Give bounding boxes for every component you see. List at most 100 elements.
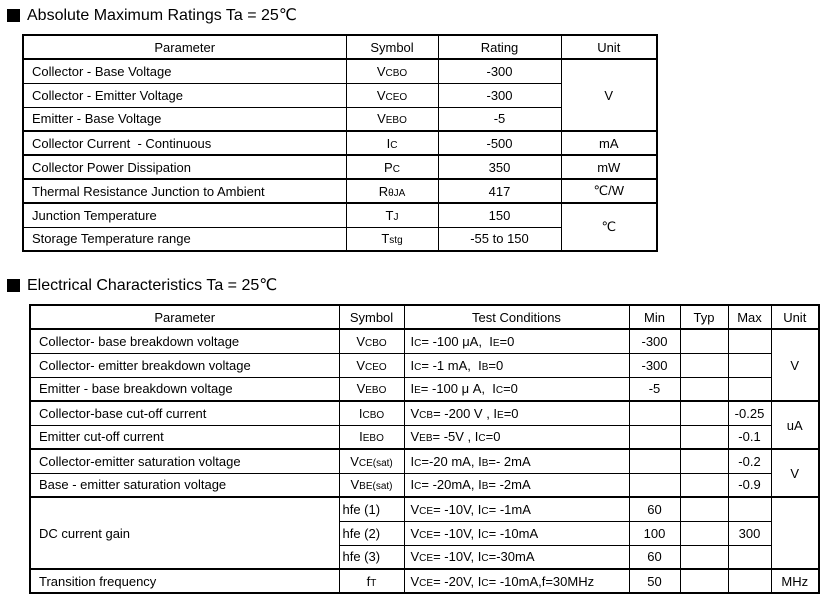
square-bullet-icon [7, 8, 20, 22]
test-conditions-cell: IC=-20 mA, IB=- 2mA [403, 448, 630, 474]
rating-cell: -5 [437, 106, 562, 132]
table-row: Collector- emitter breakdown voltage VCE… [29, 352, 819, 378]
parameter-cell: Emitter - Base Voltage [22, 106, 347, 132]
min-cell: -300 [628, 328, 681, 354]
test-conditions-cell: IC= -100 μA, IE=0 [403, 328, 630, 354]
column-header-symbol: Symbol [338, 304, 405, 330]
parameter-cell: Collector- emitter breakdown voltage [29, 352, 340, 378]
section-header-absolute-maximum-ratings: Absolute Maximum Ratings Ta = 25℃ [7, 5, 822, 25]
max-cell: 300 [727, 520, 772, 546]
max-cell: -0.9 [727, 472, 772, 498]
parameter-cell: Collector-base cut-off current [29, 400, 340, 426]
parameter-cell: Emitter - base breakdown voltage [29, 376, 340, 402]
symbol-cell: VCBO [338, 328, 405, 354]
symbol-cell: VEBO [345, 106, 439, 132]
test-conditions-cell: VCE= -20V, IC= -10mA,f=30MHz [403, 568, 630, 594]
column-header-symbol: Symbol [345, 34, 439, 60]
parameter-cell: Collector Current - Continuous [22, 130, 347, 156]
symbol-cell: VCBO [345, 58, 439, 84]
section-header-electrical-characteristics: Electrical Characteristics Ta = 25℃ [7, 275, 822, 295]
symbol-cell: hfe (3) [338, 544, 405, 570]
rating-cell: -55 to 150 [437, 226, 562, 252]
min-cell: -5 [628, 376, 681, 402]
test-conditions-cell: IE= -100 μ A, IC=0 [403, 376, 630, 402]
electrical-characteristics-table: Parameter Symbol Test Conditions Min Typ… [29, 304, 820, 594]
rating-cell: 350 [437, 154, 562, 180]
table-row: Collector - Emitter Voltage VCEO -300 [22, 82, 657, 108]
parameter-cell: Junction Temperature [22, 202, 347, 228]
rating-cell: -500 [437, 130, 562, 156]
column-header-rating: Rating [437, 34, 562, 60]
symbol-cell: VBE(sat) [338, 472, 405, 498]
typ-cell [679, 496, 729, 522]
parameter-cell: Collector-emitter saturation voltage [29, 448, 340, 474]
max-cell [727, 376, 772, 402]
test-conditions-cell: VEB= -5V , IC=0 [403, 424, 630, 450]
unit-cell: V [560, 58, 658, 132]
symbol-cell: VCEO [345, 82, 439, 108]
table-row: Transition frequency fT VCE= -20V, IC= -… [29, 568, 820, 594]
typ-cell [679, 448, 729, 474]
unit-cell: MHz [770, 568, 820, 594]
column-header-min: Min [628, 304, 681, 330]
max-cell [727, 496, 772, 522]
rating-cell: -300 [437, 82, 562, 108]
table-row: Collector Power Dissipation PC 350 mW [22, 154, 658, 180]
test-conditions-cell: VCE= -10V, IC= -1mA [403, 496, 630, 522]
typ-cell [679, 424, 729, 450]
rating-cell: 417 [437, 178, 562, 204]
column-header-parameter: Parameter [22, 34, 347, 60]
parameter-cell: Collector Power Dissipation [22, 154, 347, 180]
rating-cell: 150 [437, 202, 562, 228]
min-cell: -300 [628, 352, 681, 378]
square-bullet-icon [7, 278, 20, 292]
test-conditions-cell: IC= -20mA, IB= -2mA [403, 472, 630, 498]
table-row: Collector- base breakdown voltage VCBO I… [29, 328, 820, 402]
table-header-row: Parameter Symbol Rating Unit [22, 34, 658, 60]
max-cell: -0.1 [727, 424, 772, 450]
parameter-cell: Thermal Resistance Junction to Ambient [22, 178, 347, 204]
column-header-typ: Typ [679, 304, 729, 330]
test-conditions-cell: VCE= -10V, IC=-30mA [403, 544, 630, 570]
typ-cell [679, 352, 729, 378]
test-conditions-cell: VCE= -10V, IC= -10mA [403, 520, 630, 546]
max-cell: -0.2 [727, 448, 772, 474]
typ-cell [679, 400, 729, 426]
symbol-cell: VEBO [338, 376, 405, 402]
table-row: Thermal Resistance Junction to Ambient R… [22, 178, 658, 204]
symbol-cell: ICBO [338, 400, 405, 426]
min-cell [628, 448, 681, 474]
unit-cell: V [770, 328, 820, 402]
parameter-cell: Collector- base breakdown voltage [29, 328, 340, 354]
parameter-cell: DC current gain [29, 496, 340, 570]
table-row: Emitter cut-off current IEBO VEB= -5V , … [29, 424, 819, 450]
symbol-cell: hfe (2) [338, 520, 405, 546]
symbol-cell: VCEO [338, 352, 405, 378]
table-row: hfe (2) VCE= -10V, IC= -10mA 100 300 [30, 520, 819, 546]
column-header-unit: Unit [770, 304, 820, 330]
table-row: DC current gain hfe (1) VCE= -10V, IC= -… [29, 496, 820, 570]
typ-cell [679, 568, 729, 594]
unit-cell: mA [560, 130, 658, 156]
table-row: Collector-emitter saturation voltage VCE… [29, 448, 820, 498]
table-row: Storage Temperature range Tstg -55 to 15… [22, 226, 657, 252]
typ-cell [679, 472, 729, 498]
table-row: Base - emitter saturation voltage VBE(sa… [29, 472, 819, 498]
max-cell [727, 352, 772, 378]
unit-cell: ℃/W [560, 178, 658, 204]
symbol-cell: Tstg [345, 226, 439, 252]
table-row: Emitter - base breakdown voltage VEBO IE… [29, 376, 819, 402]
typ-cell [679, 376, 729, 402]
symbol-cell: PC [345, 154, 439, 180]
max-cell: -0.25 [727, 400, 772, 426]
parameter-cell: Collector - Base Voltage [22, 58, 347, 84]
symbol-cell: IC [345, 130, 439, 156]
rating-cell: -300 [437, 58, 562, 84]
min-cell: 60 [628, 496, 681, 522]
typ-cell [679, 520, 729, 546]
absolute-maximum-ratings-table: Parameter Symbol Rating Unit Collector -… [22, 34, 658, 252]
table-row: Collector - Base Voltage VCBO -300 V [22, 58, 658, 132]
unit-cell: V [770, 448, 820, 498]
symbol-cell: TJ [345, 202, 439, 228]
table-row: Collector Current - Continuous IC -500 m… [22, 130, 658, 156]
